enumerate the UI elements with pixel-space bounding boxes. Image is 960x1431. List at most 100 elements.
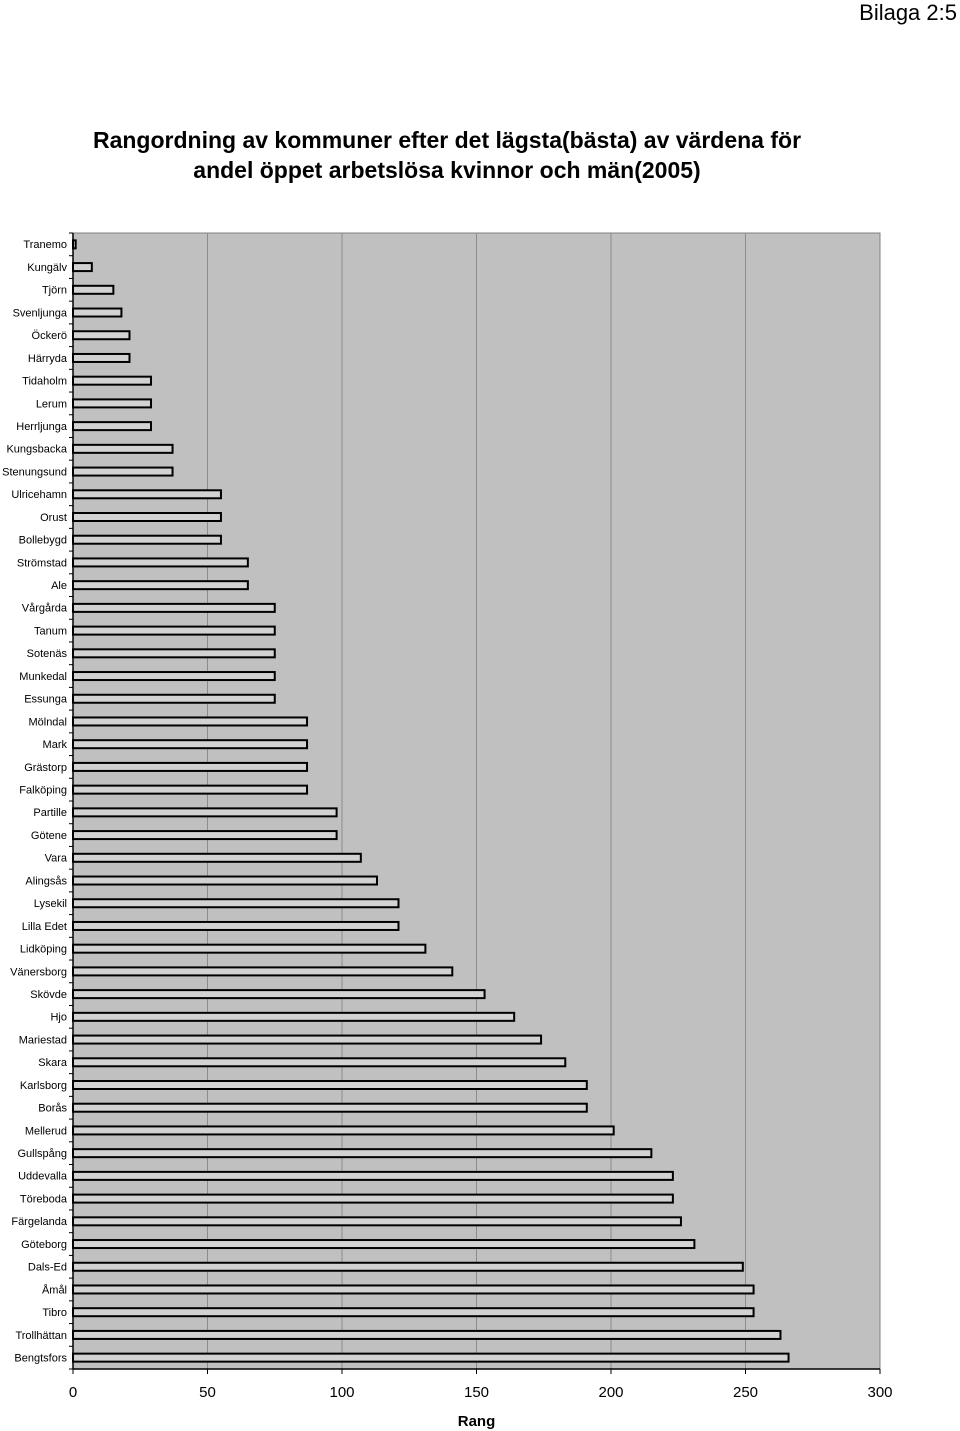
bar — [72, 966, 454, 977]
category-label: Göteborg — [21, 1239, 67, 1251]
category-label: Stenungsund — [2, 466, 67, 478]
bar — [72, 330, 131, 341]
category-label: Lidköping — [20, 944, 67, 956]
bar — [72, 989, 486, 1000]
bar — [72, 1102, 588, 1113]
category-label: Dals-Ed — [28, 1262, 67, 1274]
bar — [72, 398, 153, 409]
bar — [72, 1170, 674, 1181]
category-label: Mariestad — [19, 1034, 67, 1046]
category-label: Bollebygd — [19, 535, 67, 547]
category-label: Skövde — [30, 989, 67, 1001]
x-tick-label: 100 — [329, 1384, 354, 1401]
bar — [72, 1239, 696, 1250]
category-label: Karlsborg — [20, 1080, 67, 1092]
bar — [72, 1125, 615, 1136]
bar — [72, 1261, 744, 1272]
category-label: Åmål — [42, 1283, 67, 1296]
bar — [72, 1034, 543, 1045]
category-label: Mölndal — [28, 716, 67, 728]
category-label: Kungälv — [27, 262, 67, 274]
x-axis-title: Rang — [458, 1413, 496, 1430]
x-tick-label: 50 — [199, 1384, 216, 1401]
category-label: Tibro — [42, 1307, 67, 1319]
bar — [72, 920, 400, 931]
bar — [72, 1216, 682, 1227]
category-label: Grästorp — [24, 762, 67, 774]
bar — [72, 1307, 755, 1318]
category-label: Uddevalla — [18, 1171, 68, 1183]
bar — [72, 352, 131, 363]
category-label: Mark — [43, 739, 68, 751]
category-label: Tanum — [34, 625, 67, 637]
bar — [72, 421, 153, 432]
bar — [72, 671, 276, 682]
category-label: Lilla Edet — [22, 921, 67, 933]
bar — [72, 1148, 653, 1159]
x-tick-label: 300 — [867, 1384, 892, 1401]
bar — [72, 1080, 588, 1090]
category-label: Lysekil — [34, 898, 67, 910]
chart-title: Rangordning av kommuner efter det lägsta… — [92, 127, 802, 183]
category-label: Vara — [45, 853, 68, 865]
bar — [72, 830, 338, 841]
category-label: Essunga — [24, 694, 68, 706]
bar — [72, 602, 276, 613]
bar — [72, 784, 309, 795]
bar — [72, 693, 276, 704]
category-label: Alingsås — [25, 875, 67, 887]
bar — [72, 739, 309, 750]
category-label: Borås — [38, 1103, 67, 1115]
x-tick-label: 250 — [733, 1384, 758, 1401]
x-tick-label: 0 — [69, 1384, 77, 1401]
bar — [72, 375, 153, 386]
category-label: Svenljunga — [13, 307, 68, 319]
bar — [72, 943, 427, 954]
category-label: Falköping — [19, 784, 67, 796]
bar — [72, 875, 378, 886]
bar — [72, 466, 174, 477]
category-label: Ale — [51, 580, 67, 592]
bar — [72, 1011, 516, 1022]
category-label: Öckerö — [32, 330, 67, 342]
category-label: Ulricehamn — [11, 489, 67, 501]
bar — [72, 807, 338, 818]
bar — [72, 648, 276, 659]
bar — [72, 1057, 567, 1068]
bar — [72, 1352, 790, 1363]
bar — [72, 1329, 782, 1340]
bar — [72, 557, 249, 568]
category-label: Töreboda — [20, 1193, 68, 1205]
bar — [72, 534, 222, 545]
bar — [72, 1284, 755, 1295]
category-label: Gullspång — [17, 1148, 67, 1160]
bar — [72, 761, 309, 772]
category-label: Trollhättan — [15, 1330, 67, 1342]
category-label: Hjo — [50, 1012, 67, 1024]
appendix-label: Bilaga 2:5 — [859, 0, 957, 25]
bar — [72, 262, 93, 273]
bar — [72, 489, 222, 500]
category-label: Vårgårda — [22, 603, 68, 615]
category-label: Kungsbacka — [6, 444, 67, 456]
category-label: Härryda — [28, 353, 68, 365]
category-label: Tjörn — [42, 285, 67, 297]
category-label: Orust — [40, 512, 67, 524]
category-label: Skara — [38, 1057, 68, 1069]
category-label: Strömstad — [17, 557, 67, 569]
bar — [72, 852, 362, 863]
category-label: Götene — [31, 830, 67, 842]
category-label: Vänersborg — [10, 966, 67, 978]
category-label: Tranemo — [23, 239, 67, 251]
category-label: Mellerud — [25, 1125, 67, 1137]
category-label: Tidaholm — [22, 376, 67, 388]
category-label: Herrljunga — [16, 421, 68, 433]
bar — [72, 512, 222, 522]
bar — [72, 1193, 674, 1204]
bar — [72, 284, 115, 295]
category-label: Bengtsfors — [14, 1352, 67, 1364]
category-label: Partille — [33, 807, 67, 819]
category-label: Sotenäs — [27, 648, 68, 660]
category-label: Färgelanda — [11, 1216, 68, 1228]
